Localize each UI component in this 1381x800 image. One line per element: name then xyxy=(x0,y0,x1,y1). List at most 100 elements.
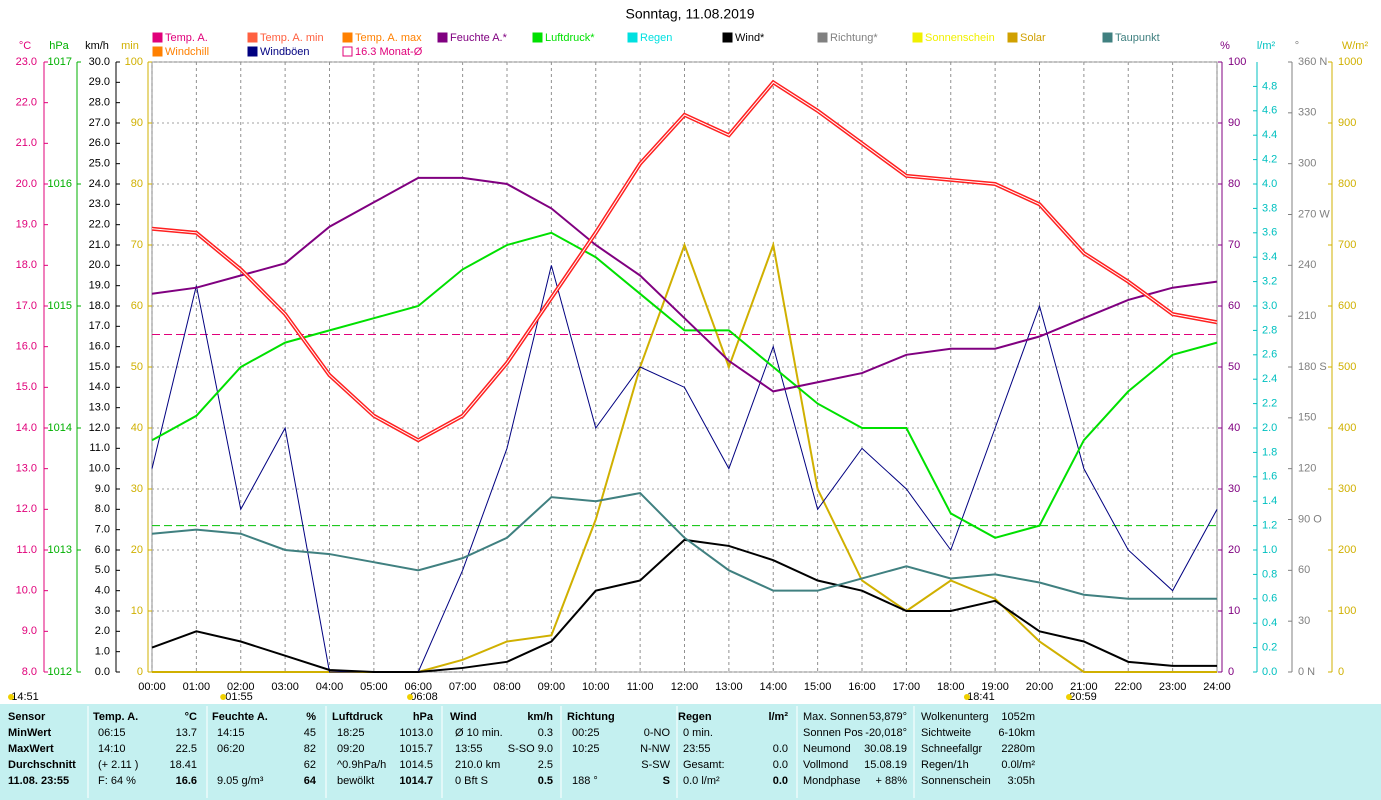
x-tick-label: 22:00 xyxy=(1114,681,1142,693)
y-tick-label: 12.0 xyxy=(89,422,110,434)
legend-swatch xyxy=(912,32,923,43)
y-tick-label: 3.0 xyxy=(1262,300,1277,312)
y-tick-label: 20 xyxy=(1228,544,1240,556)
x-tick-label: 17:00 xyxy=(893,681,921,693)
y-tick-label: 0.6 xyxy=(1262,593,1277,605)
y-tick-label: 210 xyxy=(1298,310,1316,322)
y-tick-label: 80 xyxy=(131,178,143,190)
y-tick-label: 90 xyxy=(131,117,143,129)
y-tick-label: 5.0 xyxy=(95,564,110,576)
table-cell: Feuchte A. xyxy=(212,711,268,723)
legend-swatch xyxy=(1007,32,1018,43)
series-line xyxy=(151,231,1218,539)
x-tick-label: 12:00 xyxy=(671,681,699,693)
series-line xyxy=(151,538,1217,673)
table-cell: % xyxy=(306,711,316,723)
table-cell: 1014.5 xyxy=(399,759,433,771)
y-tick-label: 23.0 xyxy=(16,56,37,68)
table-cell: 06:20 xyxy=(217,743,245,755)
table-cell: 0.0 l/m² xyxy=(683,775,720,787)
axis-unit: l/m² xyxy=(1257,40,1276,52)
y-tick-label: 1.4 xyxy=(1262,495,1277,507)
table-cell: Ø 10 min. xyxy=(455,727,503,739)
y-tick-label: 18.0 xyxy=(16,259,37,271)
table-cell: 0-NO xyxy=(644,727,671,739)
x-tick-label: 18:00 xyxy=(937,681,965,693)
y-tick-label: 120 xyxy=(1298,463,1316,475)
table-cell: °C xyxy=(185,711,197,723)
axis-unit: ° xyxy=(1295,40,1299,52)
x-tick-label: 24:00 xyxy=(1203,681,1231,693)
y-tick-label: 240 xyxy=(1298,259,1316,271)
legend-label: Regen xyxy=(640,32,672,44)
y-tick-label: 15.0 xyxy=(16,381,37,393)
y-tick-label: 29.0 xyxy=(89,76,110,88)
x-tick-label: 21:00 xyxy=(1070,681,1098,693)
y-tick-label: 40 xyxy=(1228,422,1240,434)
y-tick-label: 90 xyxy=(1228,117,1240,129)
table-cell: 188 ° xyxy=(572,775,598,787)
y-tick-label: 22.0 xyxy=(16,97,37,109)
table-cell: 64 xyxy=(304,775,317,787)
y-tick-label: 50 xyxy=(1228,361,1240,373)
y-tick-label: 3.8 xyxy=(1262,202,1277,214)
y-tick-label: 19.0 xyxy=(89,280,110,292)
y-tick-label: 90 O xyxy=(1298,513,1322,525)
legend-swatch xyxy=(722,32,733,43)
y-tick-label: 60 xyxy=(131,300,143,312)
axis-unit: °C xyxy=(19,40,31,52)
table-cell: Richtung xyxy=(567,711,615,723)
x-tick-label: 08:00 xyxy=(493,681,521,693)
info-value: -20,018° xyxy=(865,727,907,739)
table-cell: 13.7 xyxy=(176,727,197,739)
y-tick-label: 14.0 xyxy=(16,422,37,434)
y-tick-label: 12.0 xyxy=(16,503,37,515)
y-tick-label: 11.0 xyxy=(89,442,110,454)
time-annotation: 20:59 xyxy=(1069,691,1097,703)
table-cell: S-SW xyxy=(641,759,670,771)
sun-icon xyxy=(8,694,14,700)
y-tick-label: 1000 xyxy=(1338,56,1362,68)
y-tick-label: 500 xyxy=(1338,361,1356,373)
table-cell: Temp. A. xyxy=(93,711,138,723)
table-cell: 82 xyxy=(304,743,316,755)
y-tick-label: 21.0 xyxy=(16,137,37,149)
y-tick-label: 1014 xyxy=(48,422,72,434)
y-tick-label: 80 xyxy=(1228,178,1240,190)
legend-label: Temp. A. max xyxy=(355,32,422,44)
y-tick-label: 0 xyxy=(1228,666,1234,678)
y-tick-label: 15.0 xyxy=(89,361,110,373)
table-cell: Luftdruck xyxy=(332,711,384,723)
y-tick-label: 2.4 xyxy=(1262,373,1277,385)
table-cell: 45 xyxy=(304,727,316,739)
y-tick-label: 3.0 xyxy=(95,605,110,617)
table-cell: 16.6 xyxy=(176,775,197,787)
y-tick-label: 200 xyxy=(1338,544,1356,556)
y-tick-label: 330 xyxy=(1298,107,1316,119)
y-tick-label: 0.8 xyxy=(1262,568,1277,580)
legend-label: Sonnenschein xyxy=(925,32,995,44)
y-tick-label: 2.8 xyxy=(1262,324,1277,336)
y-tick-label: 30 xyxy=(131,483,143,495)
y-tick-label: 20.0 xyxy=(89,259,110,271)
x-tick-label: 01:00 xyxy=(183,681,211,693)
y-tick-label: 23.0 xyxy=(89,198,110,210)
y-tick-label: 60 xyxy=(1228,300,1240,312)
legend-label: Richtung* xyxy=(830,32,878,44)
legend-swatch xyxy=(342,46,353,57)
y-tick-label: 700 xyxy=(1338,239,1356,251)
table-cell: 0 Bft S xyxy=(455,775,488,787)
y-tick-label: 7.0 xyxy=(95,524,110,536)
sun-icon xyxy=(1065,694,1072,700)
table-cell: Durchschnitt xyxy=(8,759,76,771)
y-tick-label: 14.0 xyxy=(89,381,110,393)
y-tick-label: 360 N xyxy=(1298,56,1327,68)
table-cell: Sensor xyxy=(8,711,46,723)
time-annotation: -01:55 xyxy=(222,691,253,703)
y-tick-label: 150 xyxy=(1298,412,1316,424)
x-tick-label: 10:00 xyxy=(582,681,610,693)
table-cell: 62 xyxy=(304,759,316,771)
y-tick-label: 21.0 xyxy=(89,239,110,251)
table-cell: 1013.0 xyxy=(399,727,433,739)
